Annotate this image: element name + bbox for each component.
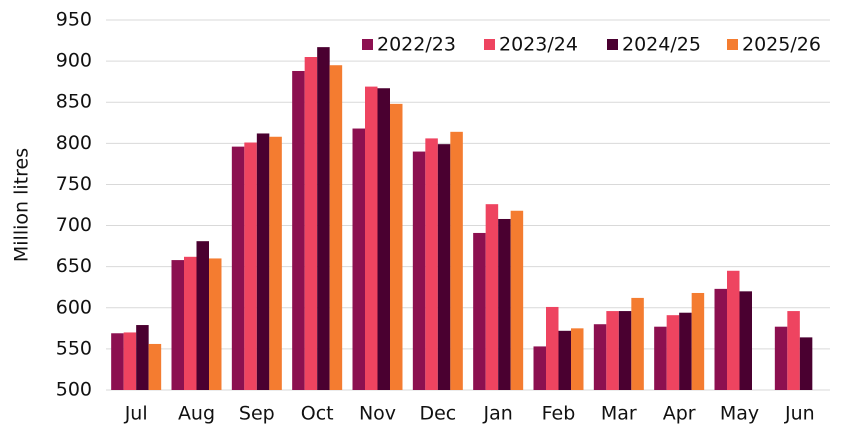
bar bbox=[352, 128, 365, 391]
bar bbox=[377, 88, 390, 390]
bar bbox=[390, 103, 403, 390]
bar bbox=[123, 332, 137, 390]
x-tick-label: May bbox=[720, 403, 759, 425]
y-tick-label: 700 bbox=[56, 214, 92, 236]
legend-swatch bbox=[607, 39, 618, 50]
bar bbox=[365, 86, 378, 390]
bar bbox=[485, 204, 499, 390]
bar bbox=[618, 311, 632, 390]
x-tick-label: Mar bbox=[601, 403, 637, 425]
bar bbox=[292, 70, 305, 390]
bar bbox=[799, 337, 813, 390]
legend-label: 2025/26 bbox=[742, 34, 821, 56]
bar bbox=[654, 326, 667, 390]
bar bbox=[244, 142, 257, 390]
bar bbox=[136, 325, 149, 390]
bar bbox=[510, 210, 524, 390]
bar bbox=[546, 306, 559, 390]
bar bbox=[606, 311, 619, 390]
bar bbox=[558, 330, 571, 390]
bar bbox=[450, 131, 463, 391]
x-tick-label: Apr bbox=[663, 403, 696, 425]
bar bbox=[533, 346, 546, 390]
bar bbox=[269, 136, 282, 390]
x-tick-label: Jan bbox=[483, 403, 513, 425]
x-tick-label: Aug bbox=[178, 403, 215, 425]
y-tick-label: 500 bbox=[56, 379, 92, 401]
x-tick-label: Dec bbox=[419, 403, 456, 425]
x-tick-label: Oct bbox=[301, 403, 334, 425]
bar bbox=[739, 291, 752, 390]
x-tick-label: Nov bbox=[359, 403, 396, 425]
y-tick-label: 600 bbox=[56, 296, 92, 318]
bar bbox=[774, 326, 788, 390]
bar bbox=[666, 315, 680, 390]
legend-label: 2023/24 bbox=[499, 34, 578, 56]
legend-swatch bbox=[727, 39, 738, 50]
legend-label: 2024/25 bbox=[622, 34, 701, 56]
bar bbox=[196, 241, 209, 390]
x-tick-label: Feb bbox=[542, 403, 576, 425]
legend-label: 2022/23 bbox=[377, 34, 456, 56]
x-tick-label: Jul bbox=[124, 403, 148, 425]
bar bbox=[691, 292, 705, 390]
legend-swatch bbox=[484, 39, 495, 50]
y-axis-label: Million litres bbox=[11, 148, 33, 262]
x-tick-label: Jun bbox=[784, 403, 815, 425]
y-tick-label: 950 bbox=[56, 9, 92, 31]
y-tick-label: 750 bbox=[56, 173, 92, 195]
bar bbox=[631, 297, 644, 390]
y-tick-label: 900 bbox=[56, 50, 92, 72]
bar bbox=[111, 333, 124, 390]
bar bbox=[329, 65, 343, 390]
x-tick-label: Sep bbox=[239, 403, 275, 425]
legend-swatch bbox=[362, 39, 373, 50]
bar bbox=[679, 312, 692, 390]
bar bbox=[231, 146, 245, 390]
bar bbox=[256, 133, 270, 390]
bar bbox=[425, 138, 438, 390]
bar bbox=[571, 328, 584, 390]
bar bbox=[171, 260, 184, 390]
y-tick-label: 800 bbox=[56, 132, 92, 154]
y-tick-label: 850 bbox=[56, 91, 92, 113]
bar bbox=[787, 311, 800, 390]
y-tick-label: 650 bbox=[56, 255, 92, 277]
bar bbox=[148, 343, 162, 390]
bar bbox=[209, 258, 222, 390]
bar bbox=[412, 151, 426, 390]
bar bbox=[498, 218, 511, 390]
bar bbox=[317, 47, 330, 391]
bar bbox=[184, 256, 197, 390]
bar bbox=[727, 270, 740, 390]
bar bbox=[714, 288, 727, 390]
bar bbox=[437, 144, 451, 390]
bar bbox=[593, 324, 607, 390]
bar bbox=[473, 232, 486, 390]
bar bbox=[304, 57, 318, 390]
y-tick-label: 550 bbox=[56, 337, 92, 359]
